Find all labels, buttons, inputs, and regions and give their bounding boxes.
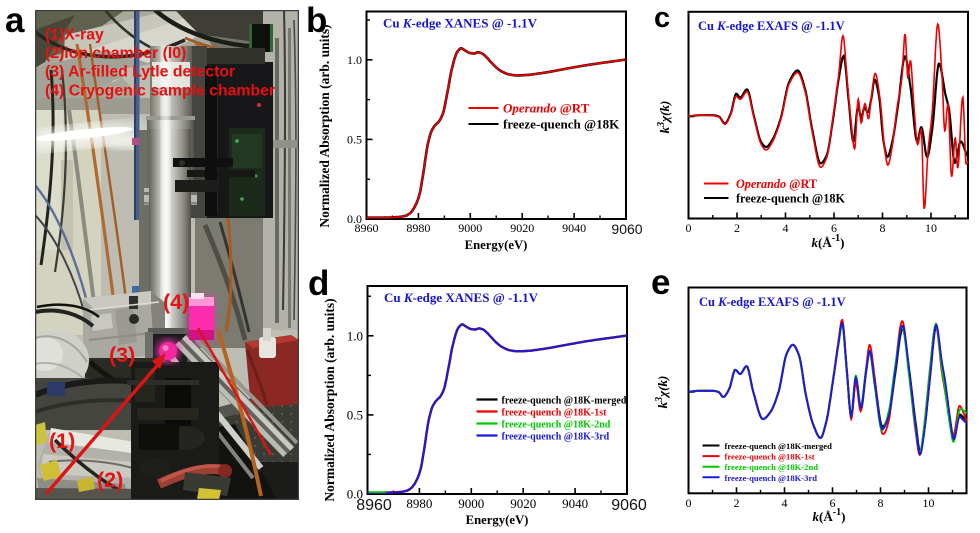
svg-text:10: 10 [925, 221, 937, 235]
svg-text:9020: 9020 [510, 221, 534, 235]
svg-text:9000: 9000 [458, 496, 484, 511]
svg-text:9060: 9060 [611, 497, 647, 514]
svg-text:9020: 9020 [510, 496, 536, 511]
svg-text:Cu K-edge EXAFS @ -1.1V: Cu K-edge EXAFS @ -1.1V [699, 295, 846, 309]
svg-text:1.0: 1.0 [347, 328, 363, 343]
svg-text:Cu K-edge EXAFS @ -1.1V: Cu K-edge EXAFS @ -1.1V [698, 19, 845, 33]
svg-text:freeze-quench @18K-3rd: freeze-quench @18K-3rd [725, 473, 818, 483]
svg-text:k(Å-1): k(Å-1) [813, 507, 846, 524]
svg-text:8: 8 [878, 496, 884, 510]
svg-text:Operando @RT: Operando @RT [503, 101, 590, 116]
svg-text:Cu K-edge XANES @ -1.1V: Cu K-edge XANES @ -1.1V [383, 16, 538, 31]
svg-text:(4): (4) [163, 290, 189, 314]
svg-text:k3χ(k): k3χ(k) [654, 376, 670, 409]
svg-text:0: 0 [686, 221, 692, 235]
svg-text:freeze-quench @18K-1st: freeze-quench @18K-1st [725, 452, 815, 462]
svg-text:6: 6 [830, 496, 836, 510]
svg-text:Energy(eV): Energy(eV) [465, 238, 528, 252]
svg-text:freeze-quench @18K-1st: freeze-quench @18K-1st [502, 408, 608, 419]
svg-text:(2)ion chamber (I0): (2)ion chamber (I0) [45, 45, 186, 62]
svg-text:Operando @RT: Operando @RT [736, 177, 817, 191]
svg-text:freeze-quench @18K-2nd: freeze-quench @18K-2nd [725, 462, 819, 472]
svg-text:9060: 9060 [611, 221, 642, 237]
svg-text:8980: 8980 [406, 496, 432, 511]
svg-text:freeze-quench @18K-3rd: freeze-quench @18K-3rd [502, 432, 610, 443]
svg-text:10: 10 [923, 496, 935, 510]
svg-text:0.0: 0.0 [347, 487, 363, 502]
svg-text:8960: 8960 [355, 221, 379, 235]
svg-text:freeze-quench @18K-merged: freeze-quench @18K-merged [725, 441, 833, 451]
svg-text:k(Å-1): k(Å-1) [812, 233, 845, 250]
svg-text:4: 4 [782, 496, 788, 510]
svg-text:1.0: 1.0 [347, 53, 362, 67]
svg-text:Cu K-edge XANES @ -1.1V: Cu K-edge XANES @ -1.1V [384, 290, 539, 305]
svg-text:freeze-quench @18K-2nd: freeze-quench @18K-2nd [502, 420, 611, 431]
svg-text:(2): (2) [97, 468, 123, 492]
svg-text:8: 8 [880, 221, 886, 235]
svg-text:freeze-quench @18K: freeze-quench @18K [736, 192, 845, 206]
svg-text:9000: 9000 [458, 221, 482, 235]
svg-text:Normalized Absorption (arb. un: Normalized Absorption (arb. units) [317, 24, 332, 227]
svg-text:9040: 9040 [562, 221, 586, 235]
svg-text:k3χ(k): k3χ(k) [656, 101, 672, 134]
svg-text:freeze-quench @18K: freeze-quench @18K [503, 117, 620, 132]
svg-text:(4) Cryogenic sample chamber: (4) Cryogenic sample chamber [45, 83, 275, 100]
svg-text:0: 0 [686, 496, 692, 510]
svg-text:9040: 9040 [562, 496, 588, 511]
svg-text:freeze-quench @18K-merged: freeze-quench @18K-merged [502, 396, 627, 407]
svg-text:0.5: 0.5 [347, 132, 362, 146]
svg-text:0.0: 0.0 [347, 212, 362, 226]
svg-text:2: 2 [734, 496, 740, 510]
svg-text:(3) Ar-filled Lytle detector: (3) Ar-filled Lytle detector [45, 64, 235, 81]
svg-text:4: 4 [783, 221, 789, 235]
svg-text:(3): (3) [109, 343, 135, 367]
svg-text:(1): (1) [49, 429, 75, 453]
svg-text:Energy(eV): Energy(eV) [466, 513, 529, 527]
svg-text:Normalized Absorption (arb. un: Normalized Absorption (arb. units) [322, 298, 337, 501]
svg-text:0.5: 0.5 [347, 407, 363, 422]
svg-text:6: 6 [831, 221, 837, 235]
svg-text:8980: 8980 [406, 221, 430, 235]
svg-text:2: 2 [734, 221, 740, 235]
svg-text:(1)X-ray: (1)X-ray [45, 27, 104, 44]
svg-text:8960: 8960 [356, 497, 392, 514]
